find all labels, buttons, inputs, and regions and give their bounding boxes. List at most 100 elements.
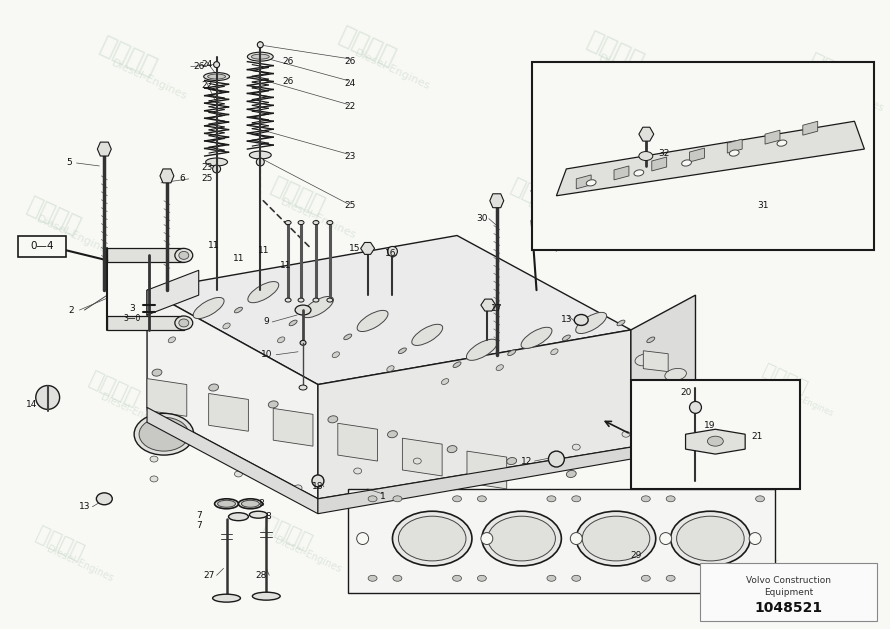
Text: 29: 29 bbox=[630, 551, 642, 560]
Circle shape bbox=[36, 386, 60, 409]
Ellipse shape bbox=[617, 320, 625, 326]
Ellipse shape bbox=[507, 350, 515, 355]
Ellipse shape bbox=[387, 365, 394, 372]
Ellipse shape bbox=[241, 500, 259, 507]
Ellipse shape bbox=[208, 384, 219, 391]
Circle shape bbox=[749, 533, 761, 545]
Text: 26: 26 bbox=[193, 62, 205, 71]
Text: 26: 26 bbox=[344, 57, 355, 66]
Ellipse shape bbox=[387, 431, 397, 438]
Ellipse shape bbox=[412, 325, 442, 345]
Ellipse shape bbox=[344, 334, 352, 340]
Text: Diesel-Engines: Diesel-Engines bbox=[527, 199, 596, 238]
Ellipse shape bbox=[452, 576, 462, 581]
Polygon shape bbox=[318, 447, 631, 514]
Text: 聚发动力: 聚发动力 bbox=[267, 173, 328, 219]
Polygon shape bbox=[643, 386, 668, 406]
Polygon shape bbox=[147, 379, 187, 416]
Text: 聚发动力: 聚发动力 bbox=[748, 176, 802, 215]
Polygon shape bbox=[318, 330, 631, 499]
Ellipse shape bbox=[452, 496, 462, 502]
Text: 聚发动力: 聚发动力 bbox=[508, 175, 565, 216]
Text: 7: 7 bbox=[196, 511, 202, 520]
Ellipse shape bbox=[300, 340, 306, 345]
Text: 8: 8 bbox=[265, 512, 271, 521]
Polygon shape bbox=[160, 169, 174, 183]
Ellipse shape bbox=[152, 369, 162, 376]
Ellipse shape bbox=[393, 496, 402, 502]
Text: 聚发动力: 聚发动力 bbox=[806, 51, 863, 92]
Ellipse shape bbox=[639, 152, 652, 160]
Polygon shape bbox=[467, 451, 506, 489]
Polygon shape bbox=[727, 139, 742, 153]
Ellipse shape bbox=[217, 500, 236, 507]
Text: 聚发动力: 聚发动力 bbox=[336, 23, 400, 70]
Ellipse shape bbox=[488, 516, 555, 561]
Ellipse shape bbox=[214, 499, 239, 509]
Ellipse shape bbox=[481, 511, 562, 566]
Ellipse shape bbox=[676, 516, 744, 561]
Ellipse shape bbox=[251, 54, 270, 59]
Text: 聚发动力: 聚发动力 bbox=[85, 369, 142, 410]
Ellipse shape bbox=[332, 352, 339, 358]
Bar bbox=[631, 379, 800, 489]
Ellipse shape bbox=[777, 140, 787, 146]
Ellipse shape bbox=[392, 511, 472, 566]
Text: 26: 26 bbox=[282, 77, 294, 86]
Ellipse shape bbox=[667, 576, 676, 581]
Ellipse shape bbox=[413, 458, 421, 464]
Ellipse shape bbox=[665, 408, 686, 421]
Ellipse shape bbox=[447, 445, 457, 453]
Text: 31: 31 bbox=[757, 201, 769, 210]
Ellipse shape bbox=[708, 436, 724, 446]
Polygon shape bbox=[360, 242, 375, 254]
Polygon shape bbox=[147, 235, 631, 384]
Polygon shape bbox=[576, 175, 591, 189]
Ellipse shape bbox=[399, 516, 466, 561]
Circle shape bbox=[312, 475, 324, 487]
Ellipse shape bbox=[521, 327, 552, 348]
Ellipse shape bbox=[207, 74, 225, 79]
Ellipse shape bbox=[466, 339, 498, 360]
Text: 11: 11 bbox=[257, 246, 269, 255]
Polygon shape bbox=[402, 438, 442, 476]
Circle shape bbox=[387, 247, 398, 257]
Text: 18: 18 bbox=[312, 482, 324, 491]
Ellipse shape bbox=[298, 298, 304, 302]
Ellipse shape bbox=[96, 493, 112, 504]
Text: 28: 28 bbox=[255, 571, 267, 580]
Ellipse shape bbox=[756, 496, 765, 502]
Text: Diesel-Engines: Diesel-Engines bbox=[596, 53, 676, 96]
Polygon shape bbox=[685, 429, 745, 454]
Text: Volvo Construction: Volvo Construction bbox=[747, 576, 831, 585]
Polygon shape bbox=[97, 142, 111, 156]
Text: 9: 9 bbox=[263, 318, 269, 326]
Ellipse shape bbox=[174, 316, 193, 330]
Ellipse shape bbox=[671, 511, 750, 566]
Text: 21: 21 bbox=[751, 431, 763, 441]
Text: 6: 6 bbox=[179, 174, 185, 184]
Ellipse shape bbox=[285, 221, 291, 225]
Ellipse shape bbox=[562, 335, 570, 341]
Text: 聚发动力: 聚发动力 bbox=[700, 510, 750, 547]
Text: 聚发动力: 聚发动力 bbox=[559, 355, 613, 394]
Ellipse shape bbox=[168, 337, 175, 343]
Ellipse shape bbox=[193, 298, 224, 319]
Text: 24: 24 bbox=[344, 79, 355, 88]
Ellipse shape bbox=[234, 471, 242, 477]
Polygon shape bbox=[108, 316, 184, 330]
Polygon shape bbox=[614, 166, 629, 180]
Bar bbox=[18, 235, 66, 257]
Text: 13: 13 bbox=[78, 502, 90, 511]
Text: 3—0: 3—0 bbox=[124, 314, 141, 323]
Text: 16: 16 bbox=[384, 249, 396, 258]
Ellipse shape bbox=[139, 417, 189, 451]
Ellipse shape bbox=[327, 298, 333, 302]
Ellipse shape bbox=[441, 379, 449, 384]
Text: Diesel-Engines: Diesel-Engines bbox=[571, 377, 641, 417]
Ellipse shape bbox=[249, 511, 267, 518]
Ellipse shape bbox=[571, 576, 581, 581]
Text: Diesel-Engines: Diesel-Engines bbox=[760, 199, 829, 238]
Text: 23: 23 bbox=[344, 152, 355, 160]
Text: Diesel-Engines: Diesel-Engines bbox=[353, 48, 432, 92]
